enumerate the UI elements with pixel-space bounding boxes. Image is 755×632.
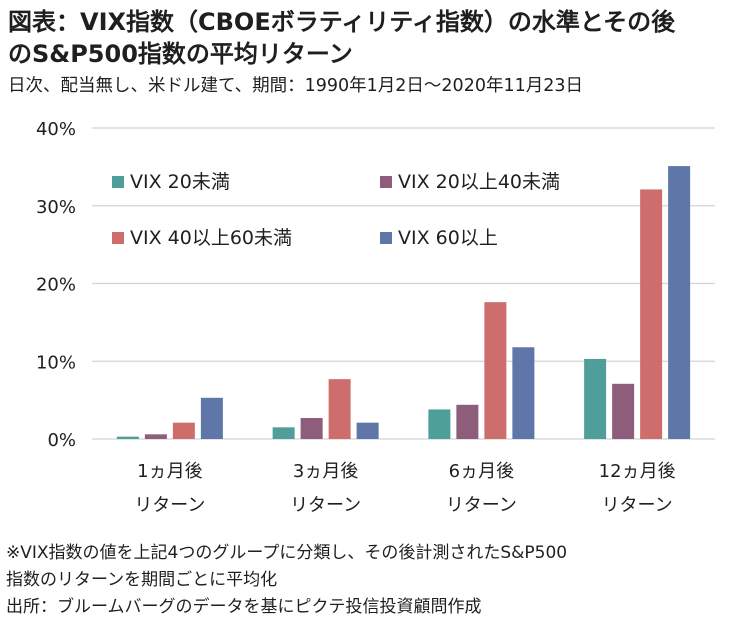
chart-title-line-1: 図表：VIX指数（CBOEボラティリティ指数）の水準とその後 [8,8,676,36]
legend-swatch [380,176,392,188]
bar [272,427,295,439]
x-tick-label: リターン [446,495,517,516]
chart-title: 図表：VIX指数（CBOEボラティリティ指数）の水準とその後 のS&P500指数… [8,6,748,70]
x-tick-label: 12ヵ月後 [599,461,676,482]
legend-label: VIX 20未満 [130,171,230,193]
footnote-line-2: 指数のリターンを期間ごとに平均化 [6,570,278,590]
bar [668,166,691,439]
bar [300,418,323,439]
bar [512,347,535,439]
chart-subtitle: 日次、配当無し、米ドル建て、期間：1990年1月2日～2020年11月23日 [8,76,583,96]
source-note: 出所：ブルームバーグのデータを基にピクテ投信投資顧問作成 [6,597,482,617]
legend-swatch [112,232,124,244]
x-tick-label: リターン [290,495,361,516]
footnotes: ※VIX指数の値を上記4つのグループに分類し、その後計測されたS&P500 指数… [6,540,751,621]
bar [328,379,351,439]
legend-label: VIX 40以上60未満 [130,227,292,249]
bar [144,434,167,439]
x-tick-label: 3ヵ月後 [293,461,358,482]
y-tick-label: 40% [36,119,76,140]
y-tick-label: 30% [36,197,76,218]
legend-label: VIX 20以上40未満 [398,171,560,193]
bar [116,436,139,439]
footnote-line-1: ※VIX指数の値を上記4つのグループに分類し、その後計測されたS&P500 [6,543,568,563]
bar [612,383,635,439]
bar [428,409,451,439]
x-tick-label: 6ヵ月後 [449,461,514,482]
bar [456,404,479,439]
legend-swatch [112,176,124,188]
x-tick-label: 1ヵ月後 [137,461,202,482]
y-tick-label: 0% [47,430,76,451]
bar [172,422,195,439]
chart-title-line-2: のS&P500指数の平均リターン [8,40,353,68]
y-tick-label: 10% [36,352,76,373]
legend-swatch [380,232,392,244]
x-tick-label: リターン [134,495,205,516]
bar [640,189,663,439]
legend-label: VIX 60以上 [398,227,498,249]
bar [584,358,607,439]
x-tick-label: リターン [602,495,673,516]
bar [200,397,223,439]
y-tick-label: 20% [36,275,76,296]
bar [356,422,379,439]
bar [484,302,507,439]
